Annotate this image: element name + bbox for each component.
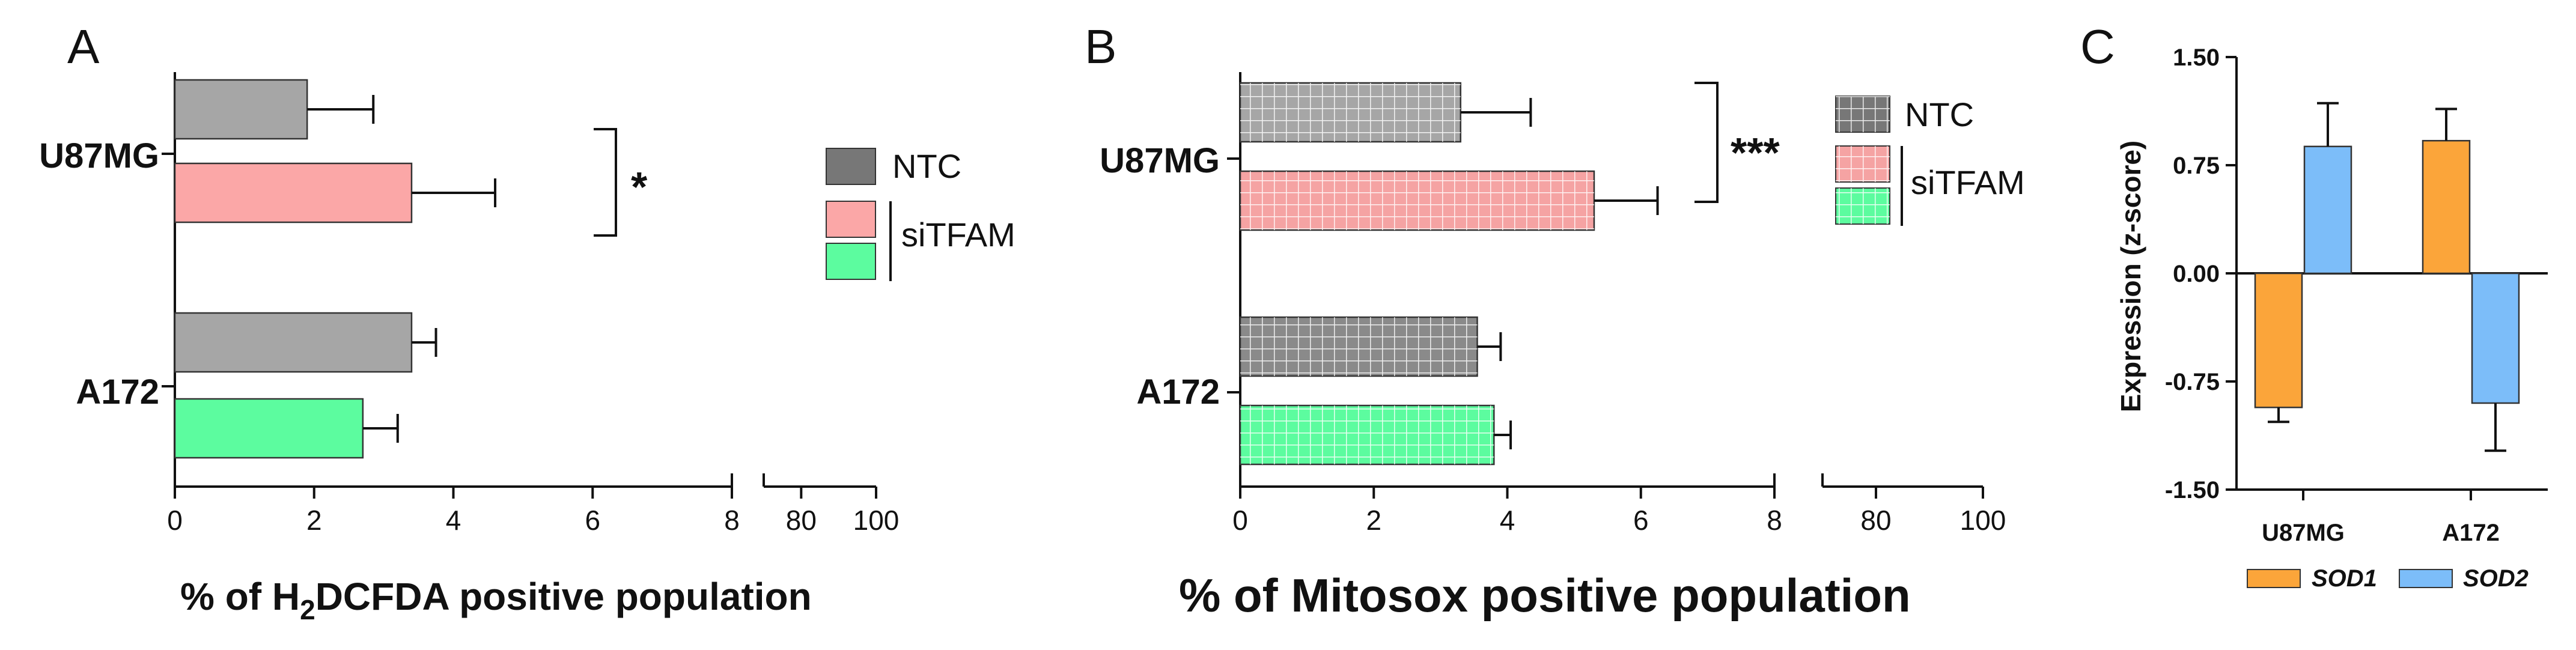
panel-b-significance: ***	[1694, 82, 1780, 203]
panel-b: B 0 2 4 6 8 80 100 U87MG A172 % of Mitosox pos…	[1085, 20, 2025, 622]
panel-a-legend: NTC siTFAM	[826, 147, 1015, 281]
panel-b-plot: 0 2 4 6 8 80 100	[1227, 72, 2006, 536]
panel-b-legend: NTC siTFAM	[1835, 96, 2025, 226]
panel-c-legend-label-sod2: SOD2	[2463, 565, 2529, 592]
panel-c-legend-swatch-sod2	[2399, 569, 2453, 588]
panel-c-category-label-a172: A172	[2442, 520, 2500, 546]
panel-a-x-axis-label-part2: DCFDA positive population	[315, 575, 812, 618]
panel-a-x-tick-label-0: 0	[167, 505, 183, 536]
panel-b-x-tick-label-0: 0	[1232, 505, 1248, 536]
panel-a-bar-u87mg-sitfam	[174, 162, 413, 223]
panel-b-significance-bracket	[1694, 82, 1719, 203]
panel-b-legend-swatch-ntc-pattern	[1836, 96, 1890, 132]
panel-a-significance: *	[594, 128, 648, 237]
panel-b-significance-label: ***	[1731, 129, 1780, 176]
panel-a-plot: 0 2 4 6 8 80 100	[162, 72, 899, 536]
panel-b-letter: B	[1085, 20, 1116, 73]
panel-b-bar-a172-sitfam-pattern	[1240, 405, 1494, 464]
panel-b-bar-a172-ntc-pattern	[1240, 317, 1478, 376]
panel-b-legend-group-label: siTFAM	[1911, 163, 2025, 201]
panel-a-x-tick-label-100: 100	[853, 505, 900, 536]
panel-a-legend-swatch-sitfam-a172	[826, 243, 876, 280]
panel-b-x-tick-label-2: 2	[1366, 505, 1381, 536]
panel-a-x-axis-label-subscript: 2	[300, 594, 315, 625]
panel-c-legend-swatch-sod1	[2247, 569, 2301, 588]
panel-a-category-label-a172: A172	[76, 372, 159, 412]
panel-b-bar-u87mg-sitfam-pattern	[1240, 171, 1594, 230]
panel-a-x-axis-label-part1: % of H	[180, 575, 300, 618]
panel-b-x-tick-label-6: 6	[1633, 505, 1649, 536]
panel-a-significance-label: *	[631, 163, 648, 210]
panel-c-y-tick-label-0.75: 0.75	[2173, 153, 2220, 179]
panel-c-y-tick-label-1.50: 1.50	[2173, 44, 2220, 71]
panel-c-y-tick-label-0.00: 0.00	[2173, 261, 2220, 287]
panel-a-legend-label-ntc: NTC	[892, 147, 961, 185]
panel-c-plot: 1.50 0.75 0.00 -0.75 -1.50	[2165, 44, 2548, 503]
panel-a-bar-a172-sitfam	[174, 398, 364, 459]
panel-c-y-tick-label--1.50: -1.50	[2165, 477, 2220, 503]
panel-c-legend-label-sod1: SOD1	[2312, 565, 2377, 592]
panel-c: C 1.50 0.75 0.00 -0.75 -1.50 Expression (z-s…	[2080, 20, 2548, 592]
panel-a-x-tick-label-6: 6	[585, 505, 600, 536]
panel-b-x-tick-label-80: 80	[1860, 505, 1891, 536]
panel-c-bar-a172-sod2	[2471, 272, 2520, 404]
panel-b-x-axis-label: % of Mitosox positive population	[1179, 569, 1911, 622]
panel-a-category-label-u87mg: U87MG	[39, 136, 159, 175]
panel-b-x-tick-label-8: 8	[1767, 505, 1782, 536]
panel-a-bar-a172-ntc	[174, 312, 413, 373]
panel-c-letter: C	[2080, 20, 2115, 73]
panel-b-legend-swatch-sitfam-u87mg-pattern	[1836, 146, 1890, 182]
panel-b-category-label-a172: A172	[1136, 372, 1220, 412]
panel-c-y-axis-label: Expression (z-score)	[2115, 141, 2146, 412]
panel-c-category-label-u87mg: U87MG	[2262, 520, 2345, 546]
panel-a-legend-group-label: siTFAM	[901, 216, 1015, 254]
panel-a: A 0 2 4 6 8 80 100 U87MG A172 % of H2DCFDA pos…	[39, 20, 1015, 625]
panel-b-legend-swatch-sitfam-a172-pattern	[1836, 188, 1890, 224]
panel-a-x-tick-label-4: 4	[446, 505, 461, 536]
panel-b-x-tick-label-100: 100	[1960, 505, 2006, 536]
panel-c-bar-u87mg-sod1	[2254, 272, 2303, 409]
panel-a-x-axis-label: % of H2DCFDA positive population	[180, 575, 812, 625]
panel-a-legend-swatch-ntc	[826, 148, 876, 185]
panel-b-category-label-u87mg: U87MG	[1100, 141, 1220, 180]
panel-c-bar-u87mg-sod2	[2303, 145, 2352, 275]
panel-c-bar-a172-sod1	[2422, 139, 2471, 275]
panel-c-y-tick-label--0.75: -0.75	[2165, 369, 2220, 395]
panel-b-legend-label-ntc: NTC	[1905, 96, 1974, 133]
panel-a-x-tick-label-8: 8	[724, 505, 740, 536]
panel-c-legend: SOD1 SOD2	[2247, 565, 2529, 592]
panel-a-legend-swatch-sitfam-u87mg	[826, 201, 876, 238]
panel-a-x-tick-label-2: 2	[306, 505, 322, 536]
panel-a-bar-u87mg-ntc	[174, 79, 308, 140]
panel-b-x-tick-label-4: 4	[1500, 505, 1515, 536]
panel-a-letter: A	[67, 20, 100, 73]
panel-b-bar-u87mg-ntc-pattern	[1240, 83, 1461, 142]
panel-a-x-tick-label-80: 80	[786, 505, 817, 536]
panel-a-significance-bracket	[594, 128, 617, 237]
